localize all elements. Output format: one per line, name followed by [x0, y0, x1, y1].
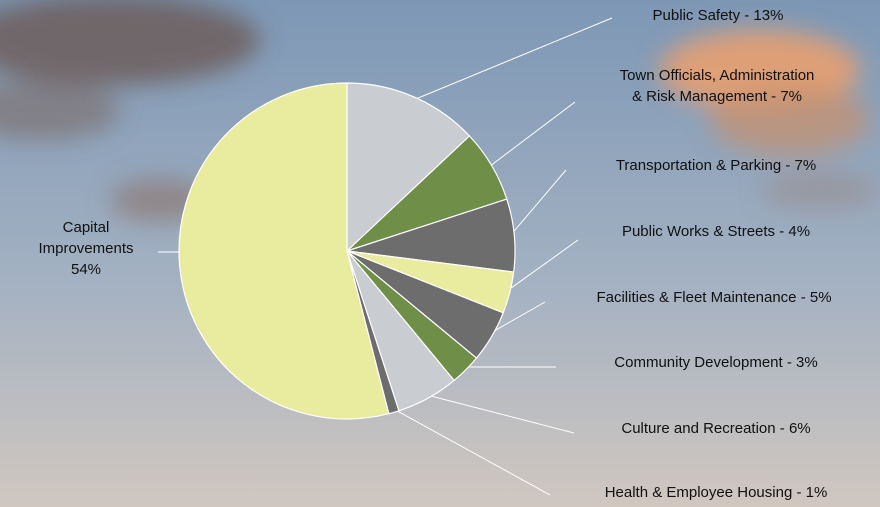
leader-line [487, 301, 546, 335]
label-line: Facilities & Fleet Maintenance - 5% [596, 289, 831, 306]
slice-label: Culture and Recreation - 6% [621, 420, 810, 437]
leader-lines [158, 17, 613, 496]
label-line: Community Development - 3% [614, 354, 817, 371]
slice [346, 82, 471, 253]
slice-label: Community Development - 3% [614, 354, 817, 371]
slice-label: Transportation & Parking - 7% [616, 157, 816, 174]
slice-label: Public Safety - 13% [653, 7, 784, 24]
leader-line [411, 17, 613, 101]
label-line: Town Officials, Administration [620, 67, 815, 84]
label-line: Transportation & Parking - 7% [616, 157, 816, 174]
label-line: Public Safety - 13% [653, 7, 784, 24]
slice [178, 82, 390, 420]
label-line: Health & Employee Housing - 1% [605, 484, 828, 501]
slice-label: Facilities & Fleet Maintenance - 5% [596, 289, 831, 306]
label-line: Public Works & Streets - 4% [622, 223, 810, 240]
label-line: Culture and Recreation - 6% [621, 420, 810, 437]
leader-line [505, 239, 579, 293]
labels: Public Safety - 13% Town Officials, Admin… [38, 7, 831, 501]
leader-line [392, 408, 551, 496]
clouds [0, 0, 880, 222]
leader-line [487, 101, 576, 168]
label-line: & Risk Management - 7% [632, 88, 802, 105]
slice-label: Health & Employee Housing - 1% [605, 484, 828, 501]
leader-line [509, 169, 567, 236]
label-line: Capital [63, 219, 110, 236]
slice-label: Town Officials, Administration & Risk Man… [620, 67, 815, 105]
leader-line [425, 394, 575, 434]
label-line: 54% [71, 261, 101, 278]
label-line: Improvements [38, 240, 133, 257]
slice-label: Capital Improvements 54% [38, 219, 133, 278]
pie [178, 82, 516, 420]
slice-label: Public Works & Streets - 4% [622, 223, 810, 240]
